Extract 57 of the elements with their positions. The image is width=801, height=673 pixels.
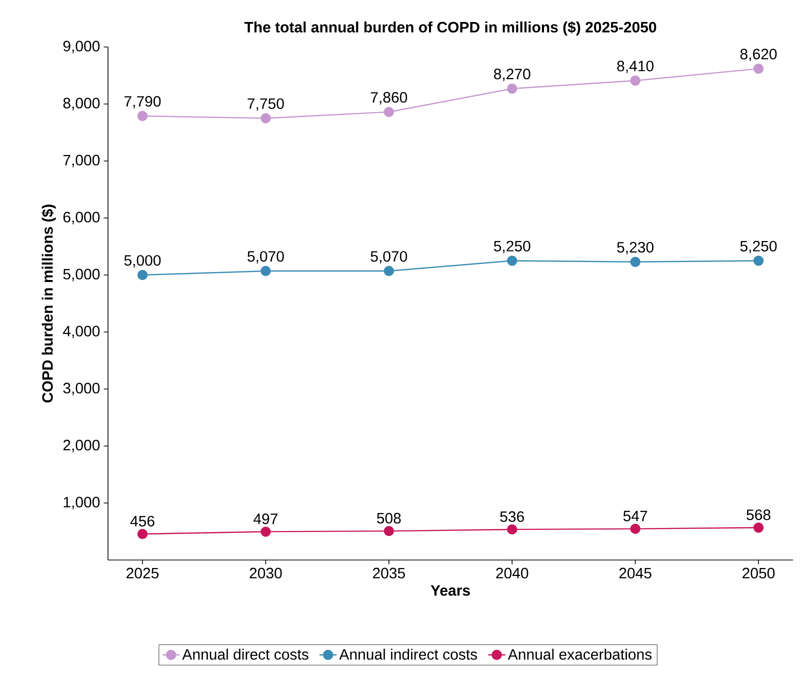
chart-title: The total annual burden of COPD in millions ($) 2025-2050	[244, 21, 656, 36]
x-tick-label: 2045	[619, 568, 652, 578]
data-label: 456	[130, 516, 154, 526]
point	[260, 526, 271, 537]
y-tick-label: 3,000	[63, 382, 100, 396]
data-label: 5,070	[370, 251, 408, 264]
data-label: 8,410	[617, 60, 654, 74]
x-tick-label: 2030	[250, 568, 282, 578]
x-tick-label: 2035	[372, 568, 405, 578]
data-label: 5,070	[248, 251, 284, 264]
point	[630, 256, 640, 267]
point	[753, 256, 764, 266]
point	[753, 64, 764, 74]
point	[507, 256, 518, 266]
legend-label: Annual indirect costs	[339, 648, 478, 660]
data-label: 568	[746, 509, 770, 520]
y-tick-label: 6,000	[63, 212, 100, 224]
y-tick-label: 5,000	[63, 268, 100, 282]
x-tick-label: 2050	[742, 568, 775, 578]
y-tick-label: 8,000	[63, 98, 100, 110]
point	[507, 84, 518, 94]
point	[753, 522, 764, 533]
point	[630, 524, 640, 534]
data-label: 8,270	[494, 68, 530, 82]
point	[137, 528, 148, 540]
data-label: 5,230	[617, 242, 654, 254]
x-tick-label: 2025	[126, 568, 159, 578]
data-label: 5,250	[740, 240, 777, 254]
point	[137, 270, 148, 280]
data-label: 5,250	[494, 240, 530, 254]
y-tick-label: 1,000	[64, 496, 100, 510]
point	[384, 526, 394, 536]
data-label: 536	[500, 511, 524, 522]
point	[260, 113, 271, 124]
point	[384, 106, 394, 118]
data-label: 5,000	[124, 255, 161, 268]
legend-label: Annual exacerbations	[508, 648, 652, 660]
point	[630, 76, 640, 86]
data-label: 8,620	[740, 48, 777, 62]
data-label: 547	[623, 510, 648, 522]
data-label: 7,790	[124, 96, 161, 108]
point	[384, 266, 394, 276]
x-tick-label: 2040	[496, 568, 528, 578]
y-axis-title: COPD burden in millions ($)	[42, 204, 56, 402]
y-tick-label: 9,000	[63, 40, 100, 54]
point	[260, 266, 271, 276]
y-tick-label: 2,000	[63, 440, 100, 452]
data-label: 508	[376, 512, 401, 524]
point	[137, 110, 148, 122]
data-label: 7,860	[370, 92, 408, 104]
data-label: 7,750	[248, 98, 284, 111]
data-label: 497	[254, 514, 278, 524]
y-tick-label: 4,000	[63, 326, 100, 338]
legend-label: Annual direct costs	[182, 648, 308, 660]
y-tick-label: 7,000	[63, 154, 100, 168]
x-axis-title: Years	[430, 585, 470, 596]
point	[507, 524, 518, 535]
